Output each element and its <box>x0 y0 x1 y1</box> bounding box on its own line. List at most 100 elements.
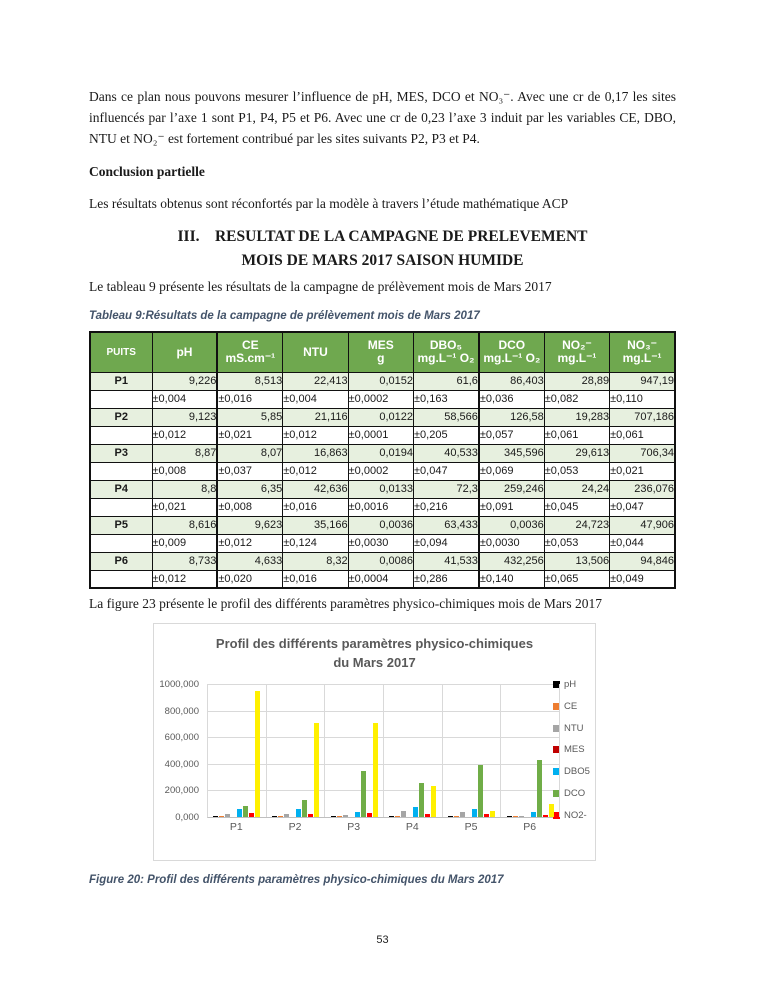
well-label <box>89 497 153 517</box>
table-cell: 0,0086 <box>347 551 415 571</box>
well-label <box>89 569 153 589</box>
bar-ph <box>272 815 277 817</box>
table-cell: 8,733 <box>151 551 218 571</box>
bar-dco <box>360 771 366 817</box>
legend-label: DBO5 <box>564 766 590 778</box>
well-label <box>89 425 153 445</box>
table-cell: ±0,021 <box>151 497 218 517</box>
table-cell: 0,0122 <box>347 407 415 427</box>
bar-no3 <box>490 810 496 817</box>
table-cell: ±0,049 <box>609 569 676 589</box>
bar-ph <box>506 815 512 817</box>
table-cell: 0,0036 <box>347 515 415 535</box>
table-cell: ±0,009 <box>151 533 218 553</box>
table-cell: 13,506 <box>543 551 611 571</box>
bar-ce <box>512 816 518 817</box>
table-cell: 28,89 <box>543 371 611 391</box>
well-label <box>89 461 153 481</box>
table-cell: ±0,069 <box>477 461 545 481</box>
y-tick-label: 600,000 <box>164 732 199 744</box>
chart-figure: Profil des différents paramètres physico… <box>153 623 596 861</box>
table-cell: ±0,021 <box>609 461 676 481</box>
category-cluster <box>267 684 326 817</box>
column-header-line1: pH <box>176 344 193 359</box>
x-axis-label: P2 <box>288 821 302 833</box>
table-cell: 707,186 <box>609 407 676 427</box>
table-cell: ±0,091 <box>477 497 545 517</box>
legend-label: DCO <box>564 788 586 800</box>
table-cell: 94,846 <box>609 551 676 571</box>
category-cluster <box>384 684 443 817</box>
table-row: ±0,009 ±0,012 ±0,124 ±0,0030 ±0,094 ±0,0030 ±0… <box>89 533 676 553</box>
table-cell: 4,633 <box>216 551 284 571</box>
legend-swatch <box>553 702 560 710</box>
well-label: P5 <box>89 515 153 535</box>
legend-item: MES <box>553 744 593 755</box>
bar-ce <box>219 815 225 817</box>
column-header: NTU <box>282 331 349 373</box>
y-tick-label: 800,000 <box>164 705 199 717</box>
bar-dco <box>302 800 307 817</box>
column-header-line1: DBO₅ <box>429 338 463 353</box>
table-cell: 9,123 <box>151 407 218 427</box>
table-cell: ±0,045 <box>543 497 611 517</box>
column-header-line1: MES <box>367 338 394 353</box>
table-cell: 259,246 <box>477 479 545 499</box>
column-header-line1: DCO <box>498 338 526 353</box>
table-cell: 22,413 <box>282 371 349 391</box>
results-table: PUITS pH CE mS.cm⁻¹ NTU MES g DBO₅ mg.L⁻¹ O₂ DCO m… <box>89 331 676 589</box>
legend-label: NTU <box>564 722 584 734</box>
chart-y-axis: 1000,000 800,000 600,000 400,000 200,000 0,00… <box>154 679 202 823</box>
y-tick-label: 1000,000 <box>159 679 199 690</box>
y-tick-label: 0,000 <box>175 812 199 823</box>
legend-label: CE <box>564 700 578 712</box>
category-cluster <box>325 684 385 817</box>
table-cell: 8,513 <box>216 371 284 391</box>
table-row: P1 9,226 8,513 22,413 0,0152 61,6 86,403 28,89 9… <box>89 371 676 391</box>
column-header-line2: mg.L⁻¹ O₂ <box>483 351 541 366</box>
bar-no3 <box>255 691 261 817</box>
bar-no3 <box>372 723 378 817</box>
column-header-line1: PUITS <box>106 346 136 358</box>
table-cell: ±0,008 <box>151 461 218 481</box>
legend-label: pH <box>564 679 577 690</box>
table-row: P6 8,733 4,633 8,32 0,0086 41,533 432,256 13,50… <box>89 551 676 571</box>
table-row: ±0,021 ±0,008 ±0,016 ±0,0016 ±0,216 ±0,091 ±0,… <box>89 497 676 517</box>
table-cell: ±0,0002 <box>347 389 415 409</box>
legend-label: NO2- <box>564 809 587 821</box>
table-cell: 8,8 <box>151 479 218 499</box>
x-axis-label: P5 <box>464 821 478 833</box>
conclusion-text: Les résultats obtenus sont réconfortés p… <box>89 196 569 211</box>
column-header: DBO₅ mg.L⁻¹ O₂ <box>412 331 480 373</box>
table-cell: ±0,016 <box>282 569 349 589</box>
bar-ntu <box>342 814 348 817</box>
intro-paragraph: Dans ce plan nous pouvons mesurer l’infl… <box>89 89 676 146</box>
table-cell: ±0,021 <box>216 425 284 445</box>
x-axis-label: P4 <box>405 821 419 833</box>
legend-swatch <box>553 681 560 688</box>
legend-swatch <box>553 724 560 732</box>
column-header: MES g <box>347 331 415 373</box>
table-cell: 0,0194 <box>347 443 415 463</box>
column-header: NO₂⁻ mg.L⁻¹ <box>543 331 611 373</box>
table-cell: ±0,0002 <box>347 461 415 481</box>
bar-ntu <box>225 814 231 817</box>
well-label: P2 <box>89 407 153 427</box>
category-cluster <box>208 684 267 817</box>
table-cell: 35,166 <box>282 515 349 535</box>
legend-swatch <box>553 790 560 798</box>
bar-ntu <box>401 811 407 817</box>
table-intro-text: Le tableau 9 présente les résultats de l… <box>89 279 552 294</box>
table-cell: 5,85 <box>216 407 284 427</box>
table-cell: ±0,216 <box>412 497 480 517</box>
legend-label: MES <box>564 744 585 756</box>
table-cell: ±0,008 <box>216 497 284 517</box>
column-header: NO₃⁻ mg.L⁻¹ <box>609 331 676 373</box>
bar-dbo5 <box>472 808 478 817</box>
column-header-line2: mg.L⁻¹ O₂ <box>417 351 475 366</box>
table-cell: ±0,065 <box>543 569 611 589</box>
bar-dbo5 <box>296 809 301 817</box>
table-cell: 236,076 <box>609 479 676 499</box>
table-cell: ±0,0030 <box>477 533 545 553</box>
table-cell: ±0,004 <box>282 389 349 409</box>
